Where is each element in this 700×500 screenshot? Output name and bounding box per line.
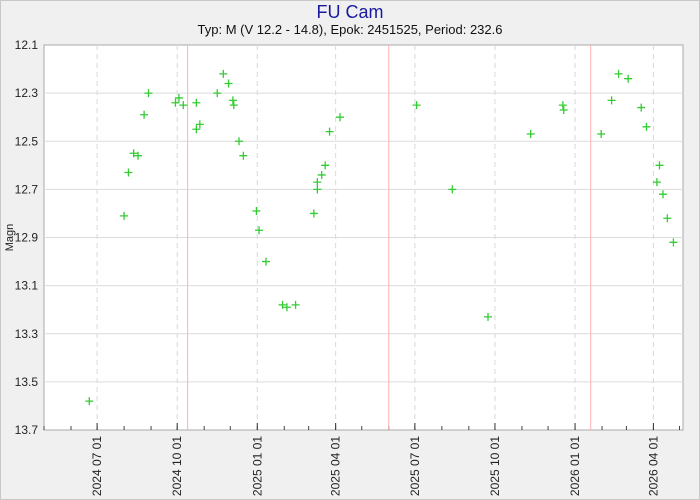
data-point: [483, 312, 492, 321]
data-point: [144, 89, 153, 98]
y-tick-label: 12.3: [15, 86, 39, 100]
data-point: [224, 79, 233, 88]
data-point: [412, 101, 421, 110]
data-point: [335, 113, 344, 122]
y-tick-label: 12.5: [15, 134, 39, 148]
y-tick-label: 12.7: [15, 182, 39, 196]
data-point: [174, 93, 183, 102]
data-point: [219, 69, 228, 78]
data-point: [282, 303, 291, 312]
data-point: [255, 226, 264, 235]
data-point: [85, 397, 94, 406]
data-point: [278, 300, 287, 309]
x-tick-label: 2025 10 01: [488, 436, 502, 496]
data-point: [669, 238, 678, 247]
data-point: [313, 178, 322, 187]
data-point: [526, 130, 535, 139]
x-tick-label: 2024 10 01: [170, 436, 184, 496]
data-point: [663, 214, 672, 223]
data-point: [607, 96, 616, 105]
data-point: [239, 151, 248, 160]
data-point: [624, 74, 633, 83]
data-point: [614, 69, 623, 78]
data-point: [261, 257, 270, 266]
chart-title: FU Cam: [316, 2, 384, 22]
x-tick-label: 2025 01 01: [250, 436, 264, 496]
y-tick-label: 13.5: [15, 375, 39, 389]
x-tick-label: 2026 01 01: [568, 436, 582, 496]
y-tick-label: 13.3: [15, 327, 39, 341]
data-point: [313, 185, 322, 194]
x-tick-label: 2026 04 01: [646, 436, 660, 496]
data-point: [559, 105, 568, 114]
data-point: [309, 209, 318, 218]
data-point: [140, 110, 149, 119]
y-tick-label: 12.9: [15, 231, 39, 245]
data-point: [291, 300, 300, 309]
data-point: [124, 168, 133, 177]
data-point: [448, 185, 457, 194]
y-tick-label: 13.7: [15, 423, 39, 437]
data-point: [642, 122, 651, 131]
x-tick-label: 2025 07 01: [408, 436, 422, 496]
data-point: [652, 178, 661, 187]
data-point: [325, 127, 334, 136]
y-axis-label: Magn: [4, 224, 16, 252]
data-point: [228, 96, 237, 105]
data-point: [655, 161, 664, 170]
data-point: [229, 101, 238, 110]
data-point: [195, 120, 204, 129]
data-point: [235, 137, 244, 146]
data-point: [252, 207, 261, 216]
data-point: [120, 211, 129, 220]
data-point: [597, 130, 606, 139]
chart-subtitle: Typ: M (V 12.2 - 14.8), Epok: 2451525, P…: [197, 22, 503, 37]
data-point: [317, 170, 326, 179]
data-point: [171, 98, 180, 107]
y-tick-label: 13.1: [15, 279, 39, 293]
data-point: [637, 103, 646, 112]
data-point: [192, 125, 201, 134]
data-point: [658, 190, 667, 199]
data-point: [179, 101, 188, 110]
data-point: [192, 98, 201, 107]
data-point: [134, 151, 143, 160]
y-tick-label: 12.1: [15, 38, 39, 52]
data-point: [129, 149, 138, 158]
data-point: [321, 161, 330, 170]
data-point: [558, 101, 567, 110]
x-tick-label: 2025 04 01: [329, 436, 343, 496]
x-tick-label: 2024 07 01: [90, 436, 104, 496]
data-point: [213, 89, 222, 98]
